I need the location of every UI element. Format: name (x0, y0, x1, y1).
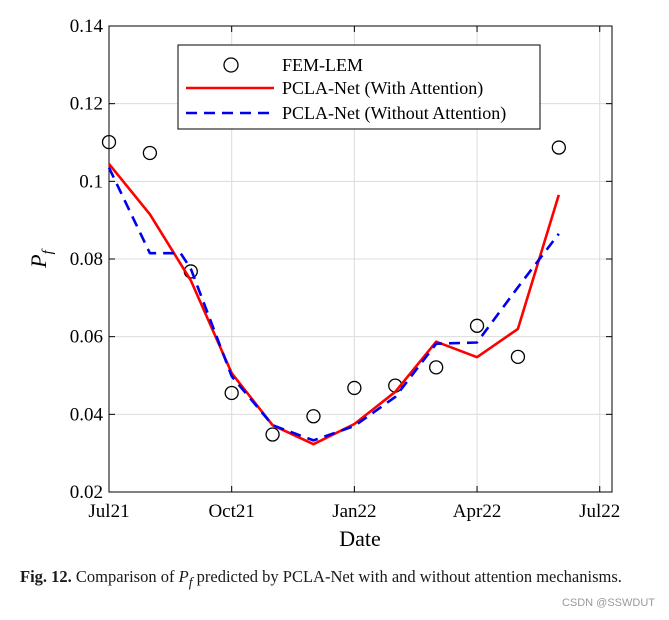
axis-ticks: Jul21 Oct21 Jan22 Apr22 Jul22 0.02 0.04 0.06 0.0… (70, 16, 621, 522)
y-axis-label: Pf (26, 248, 56, 268)
x-tick-label: Apr22 (453, 501, 502, 522)
x-tick-label: Oct21 (208, 501, 254, 522)
figure-caption: Fig. 12. Comparison of Pf predicted by P… (20, 566, 650, 593)
y-tick-label: 0.1 (79, 171, 103, 192)
legend-label: FEM-LEM (282, 55, 363, 75)
fem-lem-point (224, 385, 239, 401)
series-line-with-attention (107, 163, 561, 446)
caption-text-before: Comparison of (75, 567, 179, 586)
fem-lem-point (429, 360, 444, 375)
y-axis-label-main: P (26, 254, 51, 268)
fem-lem-point (306, 409, 321, 424)
y-tick-label: 0.04 (70, 404, 104, 425)
x-tick-label: Jan22 (332, 501, 376, 522)
fem-lem-point (142, 145, 158, 161)
series-line-without-attention (107, 167, 560, 442)
y-tick-label: 0.14 (70, 16, 104, 37)
legend-marker-fem-lem (223, 57, 239, 73)
fem-lem-point (265, 427, 280, 442)
caption-symbol-main: P (178, 567, 189, 586)
caption-text-after: predicted by PCLA-Net with and without a… (192, 567, 622, 586)
legend-label: PCLA-Net (Without Attention) (282, 103, 506, 124)
fem-lem-point (510, 349, 526, 365)
fem-lem-point (101, 134, 117, 150)
y-axis-label-subscript: f (40, 248, 56, 254)
x-axis-label: Date (339, 526, 381, 551)
series-layer (101, 134, 566, 446)
caption-symbol-sub: f (188, 574, 193, 590)
y-tick-label: 0.12 (70, 94, 103, 115)
y-tick-label: 0.08 (70, 249, 103, 270)
fem-lem-point (551, 140, 566, 155)
x-tick-label: Jul21 (88, 501, 129, 522)
y-tick-label: 0.06 (70, 327, 103, 348)
x-tick-label: Jul22 (579, 501, 620, 522)
fem-lem-point (347, 380, 362, 396)
caption-symbol: Pf (178, 567, 193, 590)
legend: FEM-LEM PCLA-Net (With Attention) PCLA-Net… (177, 44, 541, 130)
chart-figure: Jul21 Oct21 Jan22 Apr22 Jul22 0.02 0.04 0.06 0.0… (26, 16, 621, 551)
fem-lem-point (469, 318, 485, 333)
caption-fig-label: Fig. 12. (20, 567, 72, 586)
y-tick-label: 0.02 (70, 482, 103, 503)
legend-label: PCLA-Net (With Attention) (282, 78, 483, 99)
watermark: CSDN @SSWDUT (561, 597, 655, 609)
